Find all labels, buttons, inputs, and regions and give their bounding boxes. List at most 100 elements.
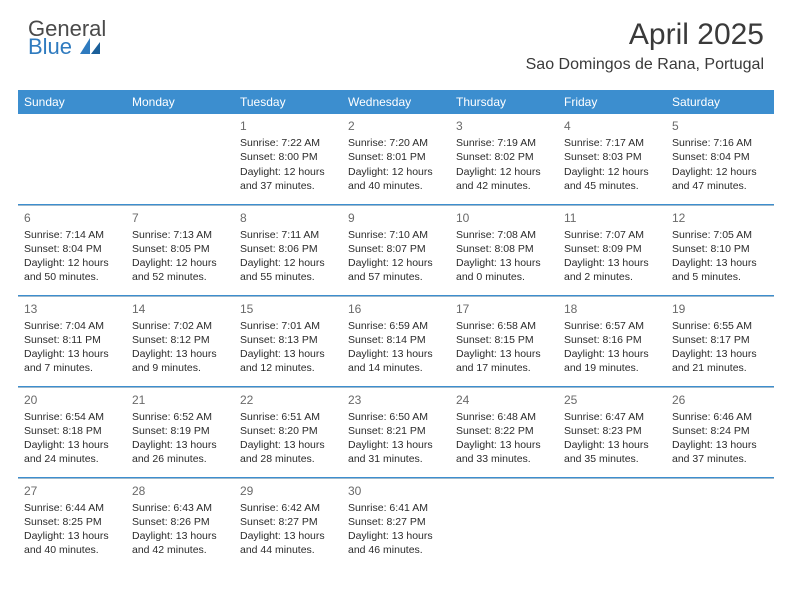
sunrise-text: Sunrise: 6:42 AM (240, 501, 336, 515)
daylight-text: and 40 minutes. (348, 179, 444, 193)
day-number: 9 (348, 210, 444, 226)
day-number: 3 (456, 118, 552, 134)
daylight-text: and 0 minutes. (456, 270, 552, 284)
daylight-text: and 2 minutes. (564, 270, 660, 284)
sunset-text: Sunset: 8:11 PM (24, 333, 120, 347)
calendar-cell: 16Sunrise: 6:59 AMSunset: 8:14 PMDayligh… (342, 296, 450, 386)
daylight-text: Daylight: 13 hours (456, 347, 552, 361)
day-number: 28 (132, 483, 228, 499)
daylight-text: Daylight: 13 hours (348, 438, 444, 452)
daylight-text: Daylight: 12 hours (348, 256, 444, 270)
calendar-cell: 22Sunrise: 6:51 AMSunset: 8:20 PMDayligh… (234, 387, 342, 477)
daylight-text: Daylight: 13 hours (24, 438, 120, 452)
sunset-text: Sunset: 8:25 PM (24, 515, 120, 529)
day-number: 16 (348, 301, 444, 317)
daylight-text: Daylight: 13 hours (24, 529, 120, 543)
day-header: Wednesday (342, 90, 450, 114)
page-title: April 2025 (526, 18, 764, 52)
daylight-text: and 40 minutes. (24, 543, 120, 557)
calendar-cell: 28Sunrise: 6:43 AMSunset: 8:26 PMDayligh… (126, 478, 234, 568)
daylight-text: and 37 minutes. (672, 452, 768, 466)
daylight-text: Daylight: 13 hours (240, 529, 336, 543)
day-number: 22 (240, 392, 336, 408)
sunrise-text: Sunrise: 7:08 AM (456, 228, 552, 242)
daylight-text: Daylight: 13 hours (240, 438, 336, 452)
sunrise-text: Sunrise: 7:16 AM (672, 136, 768, 150)
sunset-text: Sunset: 8:27 PM (240, 515, 336, 529)
brand-logo: General Blue (28, 18, 106, 58)
daylight-text: Daylight: 13 hours (456, 256, 552, 270)
sunset-text: Sunset: 8:21 PM (348, 424, 444, 438)
sunset-text: Sunset: 8:01 PM (348, 150, 444, 164)
calendar-cell: 25Sunrise: 6:47 AMSunset: 8:23 PMDayligh… (558, 387, 666, 477)
day-number: 18 (564, 301, 660, 317)
calendar-cell: 1Sunrise: 7:22 AMSunset: 8:00 PMDaylight… (234, 114, 342, 204)
day-number: 14 (132, 301, 228, 317)
day-number: 17 (456, 301, 552, 317)
sunset-text: Sunset: 8:08 PM (456, 242, 552, 256)
calendar-cell: 30Sunrise: 6:41 AMSunset: 8:27 PMDayligh… (342, 478, 450, 568)
daylight-text: and 21 minutes. (672, 361, 768, 375)
daylight-text: and 33 minutes. (456, 452, 552, 466)
daylight-text: Daylight: 12 hours (240, 256, 336, 270)
daylight-text: and 28 minutes. (240, 452, 336, 466)
location-subtitle: Sao Domingos de Rana, Portugal (526, 56, 764, 74)
sunrise-text: Sunrise: 6:59 AM (348, 319, 444, 333)
calendar-cell (558, 478, 666, 568)
daylight-text: and 45 minutes. (564, 179, 660, 193)
day-number: 13 (24, 301, 120, 317)
daylight-text: Daylight: 13 hours (456, 438, 552, 452)
day-number: 27 (24, 483, 120, 499)
day-number: 21 (132, 392, 228, 408)
sunset-text: Sunset: 8:18 PM (24, 424, 120, 438)
daylight-text: Daylight: 13 hours (672, 347, 768, 361)
day-number: 2 (348, 118, 444, 134)
day-number: 24 (456, 392, 552, 408)
calendar-cell: 11Sunrise: 7:07 AMSunset: 8:09 PMDayligh… (558, 205, 666, 295)
calendar-cell (450, 478, 558, 568)
sunset-text: Sunset: 8:19 PM (132, 424, 228, 438)
sunrise-text: Sunrise: 7:07 AM (564, 228, 660, 242)
day-header: Saturday (666, 90, 774, 114)
calendar-cell: 6Sunrise: 7:14 AMSunset: 8:04 PMDaylight… (18, 205, 126, 295)
calendar-cell (126, 114, 234, 204)
calendar-cell: 24Sunrise: 6:48 AMSunset: 8:22 PMDayligh… (450, 387, 558, 477)
calendar-cell: 8Sunrise: 7:11 AMSunset: 8:06 PMDaylight… (234, 205, 342, 295)
sunset-text: Sunset: 8:22 PM (456, 424, 552, 438)
day-number: 29 (240, 483, 336, 499)
daylight-text: Daylight: 13 hours (132, 438, 228, 452)
sunrise-text: Sunrise: 7:20 AM (348, 136, 444, 150)
daylight-text: and 55 minutes. (240, 270, 336, 284)
daylight-text: and 5 minutes. (672, 270, 768, 284)
daylight-text: and 17 minutes. (456, 361, 552, 375)
day-number: 7 (132, 210, 228, 226)
daylight-text: and 9 minutes. (132, 361, 228, 375)
calendar-cell: 4Sunrise: 7:17 AMSunset: 8:03 PMDaylight… (558, 114, 666, 204)
sunrise-text: Sunrise: 7:04 AM (24, 319, 120, 333)
calendar-week: 6Sunrise: 7:14 AMSunset: 8:04 PMDaylight… (18, 205, 774, 295)
calendar-week: 27Sunrise: 6:44 AMSunset: 8:25 PMDayligh… (18, 478, 774, 568)
sunrise-text: Sunrise: 6:50 AM (348, 410, 444, 424)
sunrise-text: Sunrise: 6:46 AM (672, 410, 768, 424)
calendar-cell: 7Sunrise: 7:13 AMSunset: 8:05 PMDaylight… (126, 205, 234, 295)
calendar-week: 20Sunrise: 6:54 AMSunset: 8:18 PMDayligh… (18, 387, 774, 477)
daylight-text: Daylight: 13 hours (564, 347, 660, 361)
daylight-text: Daylight: 13 hours (348, 529, 444, 543)
day-number: 11 (564, 210, 660, 226)
daylight-text: and 31 minutes. (348, 452, 444, 466)
title-block: April 2025 Sao Domingos de Rana, Portuga… (526, 18, 764, 74)
calendar-cell: 19Sunrise: 6:55 AMSunset: 8:17 PMDayligh… (666, 296, 774, 386)
daylight-text: and 37 minutes. (240, 179, 336, 193)
sunrise-text: Sunrise: 6:41 AM (348, 501, 444, 515)
calendar-cell: 5Sunrise: 7:16 AMSunset: 8:04 PMDaylight… (666, 114, 774, 204)
day-number: 19 (672, 301, 768, 317)
daylight-text: Daylight: 13 hours (240, 347, 336, 361)
day-number: 20 (24, 392, 120, 408)
sunset-text: Sunset: 8:09 PM (564, 242, 660, 256)
daylight-text: and 35 minutes. (564, 452, 660, 466)
day-number: 15 (240, 301, 336, 317)
sunset-text: Sunset: 8:14 PM (348, 333, 444, 347)
sunrise-text: Sunrise: 7:13 AM (132, 228, 228, 242)
daylight-text: Daylight: 12 hours (132, 256, 228, 270)
sunset-text: Sunset: 8:23 PM (564, 424, 660, 438)
